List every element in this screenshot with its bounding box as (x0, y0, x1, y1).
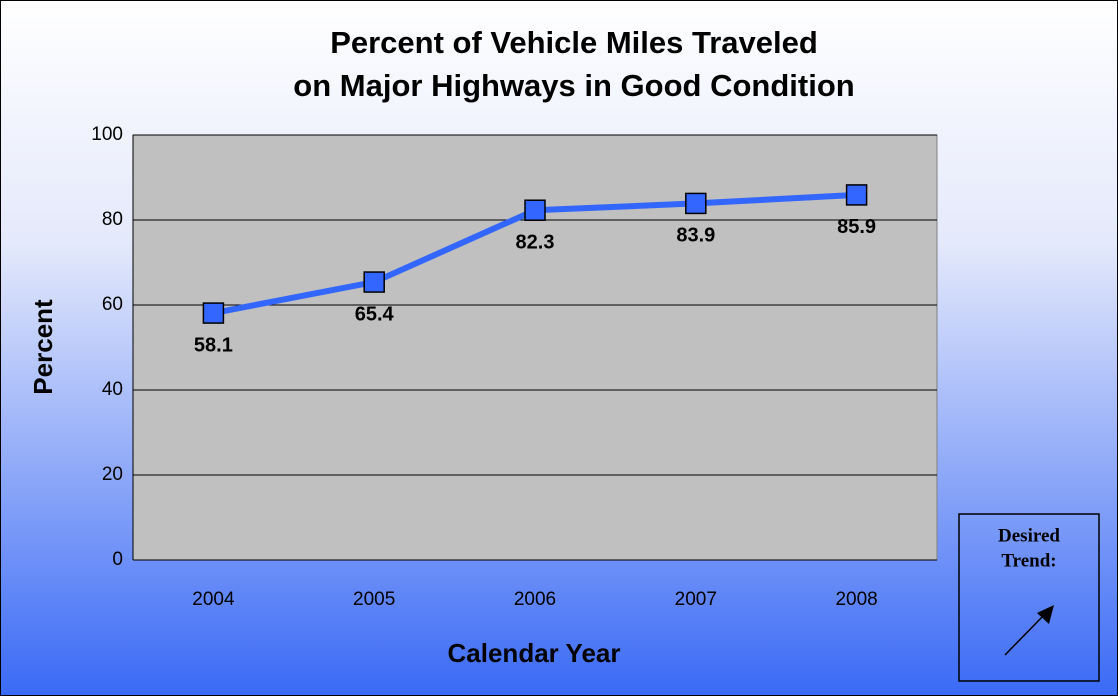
trend-box (958, 513, 1100, 682)
point (202, 302, 225, 324)
x-tick-label: 2007 (675, 589, 717, 610)
chart-title: Percent of Vehicle Miles Traveled (330, 25, 818, 60)
y-tick-label: 40 (102, 379, 123, 400)
point (524, 199, 546, 221)
trend-text: Trend: (1001, 550, 1056, 571)
chart-title: on Major Highways in Good Condition (293, 68, 854, 103)
point (363, 271, 385, 293)
x-tick-label: 2006 (514, 589, 556, 610)
data-label: 82.3 (516, 232, 555, 254)
x-tick-label: 2008 (835, 589, 877, 610)
data-label: 85.9 (837, 216, 876, 238)
data-label: 58.1 (194, 334, 233, 356)
data-label: 83.9 (676, 225, 715, 247)
y-tick-label: 0 (112, 549, 123, 570)
trend-arrowhead (1037, 605, 1054, 624)
x-tick-label: 2004 (192, 589, 235, 610)
y-tick-label: 80 (102, 209, 123, 230)
data-label: 65.4 (355, 303, 395, 325)
y-tick-label: 20 (102, 464, 123, 485)
x-tick-label: 2005 (353, 589, 395, 610)
trend-text: Desired (998, 525, 1060, 546)
y-axis-label: Percent (28, 299, 58, 395)
x-axis-label: Calendar Year (448, 638, 621, 668)
point (685, 192, 707, 215)
y-tick-label: 100 (91, 124, 123, 145)
trend-arrow (1004, 613, 1046, 656)
y-tick-label: 60 (102, 294, 123, 315)
point (845, 184, 868, 206)
